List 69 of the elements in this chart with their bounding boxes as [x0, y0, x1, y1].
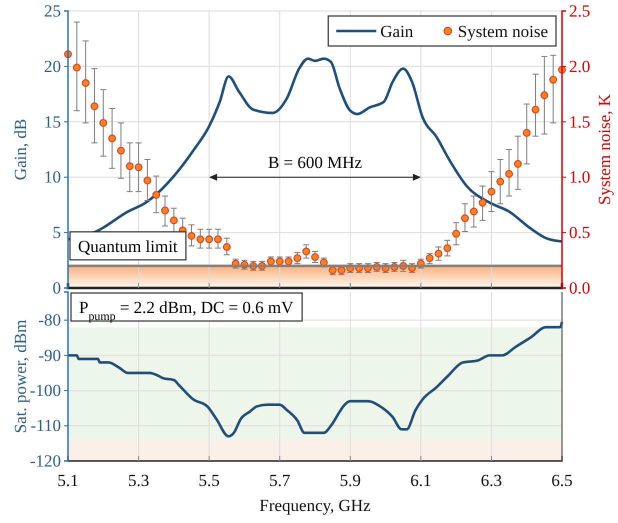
- x-tick-label: 5.1: [57, 471, 79, 490]
- x-tick-label: 6.3: [480, 471, 502, 490]
- point: [549, 76, 558, 84]
- y2-tick-label: 0.0: [569, 278, 590, 298]
- point: [461, 214, 469, 222]
- point: [134, 163, 142, 172]
- x-tick-label: 5.3: [128, 471, 150, 490]
- point: [478, 198, 487, 207]
- y-tick-label: 20: [44, 56, 61, 76]
- y-tick-label: 15: [44, 112, 61, 132]
- y-tick-label: 25: [44, 1, 61, 20]
- y2-tick-label: 0.5: [569, 223, 590, 242]
- point: [488, 188, 496, 196]
- x-tick-label: 5.7: [269, 471, 291, 490]
- x-tick-label: 6.5: [551, 471, 573, 490]
- point: [311, 253, 319, 261]
- point: [302, 248, 310, 256]
- y2-tick-label: 2.5: [569, 1, 590, 20]
- point: [196, 235, 204, 244]
- point: [496, 178, 504, 186]
- annotation: P$_{pump}$ = 2.2 dBm, DC = 0.6 mV: [79, 298, 294, 323]
- y-axis-title: Gain, dB: [11, 118, 30, 180]
- point: [540, 91, 548, 100]
- point: [170, 216, 178, 224]
- point: [426, 254, 434, 262]
- y-tick-label: -90: [38, 346, 61, 365]
- y-tick-label: 10: [44, 168, 61, 187]
- point: [99, 119, 108, 127]
- legend-label: System noise: [458, 22, 548, 41]
- y-axis-title: Sat. power, dBm: [11, 320, 30, 434]
- y2-tick-label: 1.5: [569, 112, 590, 132]
- point: [188, 232, 196, 240]
- x-tick-label: 5.9: [340, 471, 361, 490]
- point: [152, 191, 160, 199]
- point: [117, 146, 125, 155]
- point: [532, 106, 540, 114]
- y-tick-label: -120: [30, 451, 61, 470]
- point: [126, 162, 134, 170]
- y2-tick-label: 2.0: [569, 56, 590, 76]
- point: [222, 243, 231, 251]
- point: [470, 208, 478, 216]
- point: [82, 79, 90, 87]
- point: [434, 250, 442, 258]
- y-tick-label: 5: [52, 223, 61, 242]
- annotation: B = 600 MHz: [268, 153, 363, 172]
- point: [522, 128, 531, 137]
- point: [452, 230, 460, 238]
- point: [108, 134, 116, 142]
- y-tick-label: 0: [52, 278, 61, 298]
- ref-line-label: Quantum limit: [78, 236, 178, 256]
- point: [205, 235, 214, 244]
- point: [293, 254, 302, 262]
- x-axis-title: Frequency, GHz: [259, 496, 372, 515]
- point: [72, 64, 81, 72]
- point: [161, 206, 169, 214]
- y-tick-label: -110: [30, 416, 61, 436]
- point: [90, 102, 98, 110]
- point: [443, 244, 452, 252]
- point: [505, 170, 513, 178]
- point: [514, 160, 522, 168]
- point: [143, 176, 152, 184]
- y-tick-label: -80: [38, 310, 61, 330]
- y2-tick-label: 1.0: [569, 168, 590, 187]
- y-tick-label: -100: [30, 381, 61, 400]
- x-tick-label: 6.1: [410, 471, 432, 490]
- x-tick-label: 5.5: [198, 471, 220, 490]
- y2-axis-title: System noise, K: [595, 93, 614, 205]
- legend-label: Gain: [380, 22, 414, 41]
- point: [214, 235, 222, 244]
